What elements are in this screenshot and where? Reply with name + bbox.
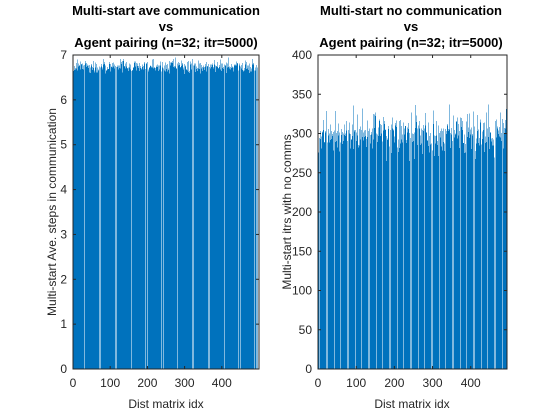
right-bars (318, 104, 508, 370)
right-y-tick-label: 100 (292, 284, 312, 298)
right-y-tick-label: 0 (305, 362, 312, 376)
right-x-ticks: 0 100 200 300 400 (315, 55, 481, 390)
right-y-ticks: 0 50 100 150 200 250 300 350 400 (292, 48, 507, 376)
left-x-ticks: 0 100 200 300 400 (70, 55, 232, 390)
left-y-tick-label: 3 (60, 227, 67, 241)
left-y-axis-label: Multi-start Ave. steps in communication (45, 108, 59, 316)
left-axes-box (72, 54, 260, 370)
right-y-tick-label: 150 (292, 244, 312, 258)
right-y-tick-label: 350 (292, 87, 312, 101)
left-y-tick-label: 5 (60, 138, 67, 152)
right-x-tick-label: 100 (346, 376, 366, 390)
left-bars (73, 57, 258, 370)
right-x-tick-label: 0 (315, 376, 322, 390)
left-x-tick-label: 100 (100, 376, 120, 390)
left-y-tick-label: 2 (60, 272, 67, 286)
left-x-tick-label: 0 (70, 376, 77, 390)
right-y-tick-label: 400 (292, 48, 312, 62)
right-y-tick-label: 250 (292, 166, 312, 180)
left-y-tick-label: 4 (60, 183, 67, 197)
left-x-axis-label: Dist matrix idx (128, 397, 203, 411)
right-title-line-2: vs (404, 19, 418, 34)
left-title-line-1: Multi-start ave communication (72, 3, 260, 18)
left-y-tick-label: 6 (60, 93, 67, 107)
left-x-tick-label: 400 (212, 376, 232, 390)
right-y-tick-label: 50 (299, 323, 313, 337)
right-subplot: Multi-start no communication vs Agent pa… (280, 3, 508, 411)
right-x-tick-label: 200 (384, 376, 404, 390)
right-y-axis-label: Multi-start itrs with no comms (280, 134, 294, 289)
left-y-ticks: 0 1 2 3 4 5 6 7 (60, 48, 259, 376)
right-x-tick-label: 400 (461, 376, 481, 390)
left-y-tick-label: 7 (60, 48, 67, 62)
left-title-line-3: Agent pairing (n=32; itr=5000) (74, 35, 258, 50)
right-title-line-1: Multi-start no communication (320, 3, 502, 18)
right-x-tick-label: 300 (423, 376, 443, 390)
left-title-line-2: vs (159, 19, 173, 34)
left-y-tick-label: 1 (60, 317, 67, 331)
right-y-tick-label: 300 (292, 127, 312, 141)
left-y-tick-label: 0 (60, 362, 67, 376)
right-x-axis-label: Dist matrix idx (374, 397, 449, 411)
left-x-tick-label: 300 (175, 376, 195, 390)
right-y-tick-label: 200 (292, 205, 312, 219)
left-subplot: Multi-start ave communication vs Agent p… (45, 3, 260, 411)
right-title-line-3: Agent pairing (n=32; itr=5000) (319, 35, 503, 50)
left-x-tick-label: 200 (137, 376, 157, 390)
